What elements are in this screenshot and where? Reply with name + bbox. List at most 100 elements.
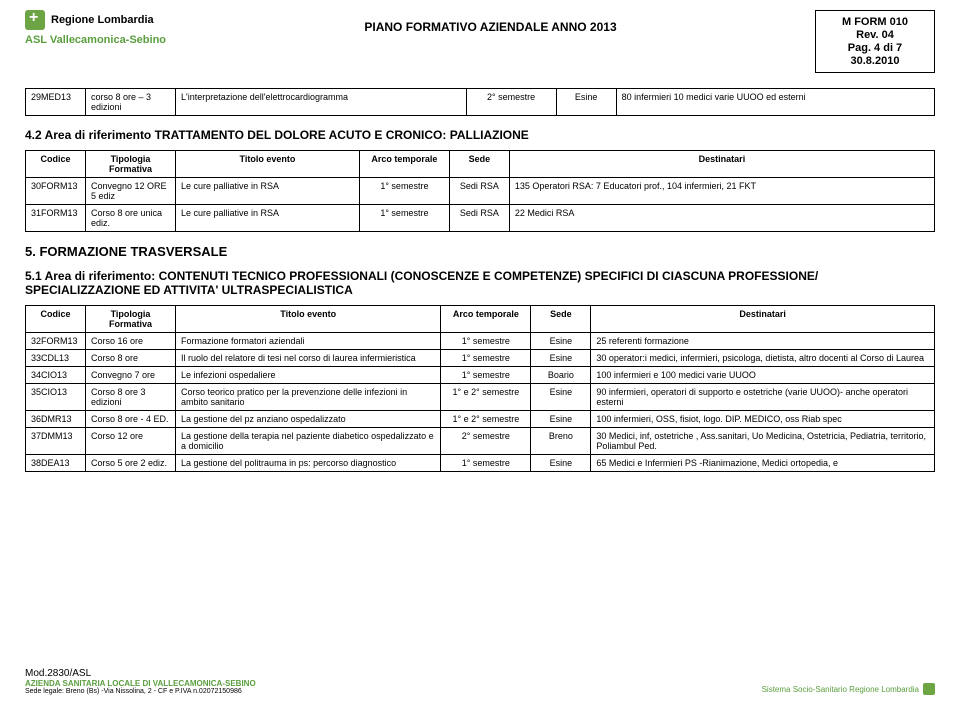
table-5-1: Codice Tipologia Formativa Titolo evento… [25,305,935,472]
th-tip: Tipologia Formativa [86,151,176,178]
cell-tip: Convegno 7 ore [86,367,176,384]
cell-code: 33CDL13 [26,350,86,367]
meta-date: 30.8.2010 [826,55,924,67]
top-table: 29MED13 corso 8 ore – 3 edizioni L'inter… [25,88,935,116]
cell-dest: 90 infermieri, operatori di supporto e o… [591,384,935,411]
cell-title: L'interpretazione dell'elettrocardiogram… [176,89,467,116]
cell-arco: 1° e 2° semestre [441,411,531,428]
table-row: 30FORM13 Convegno 12 ORE 5 ediz Le cure … [26,178,935,205]
cell-code: 38DEA13 [26,455,86,472]
cell-title: Le infezioni ospedaliere [176,367,441,384]
cell-title: La gestione della terapia nel paziente d… [176,428,441,455]
cell-code: 36DMR13 [26,411,86,428]
logo-asl-text: ASL Vallecamonica-Sebino [25,34,166,46]
cell-tip: Corso 8 ore [86,350,176,367]
table-header-row: Codice Tipologia Formativa Titolo evento… [26,151,935,178]
table-row: 34CIO13 Convegno 7 ore Le infezioni ospe… [26,367,935,384]
section-4-2: 4.2 Area di riferimento TRATTAMENTO DEL … [25,128,935,232]
th-tip: Tipologia Formativa [86,306,176,333]
table-row: 32FORM13 Corso 16 ore Formazione formato… [26,333,935,350]
cell-arco: 2° semestre [466,89,556,116]
table-row: 33CDL13 Corso 8 ore Il ruolo del relator… [26,350,935,367]
th-title: Titolo evento [176,306,441,333]
lombardia-icon [25,10,45,30]
cell-title: La gestione del politrauma in ps: percor… [176,455,441,472]
th-title: Titolo evento [176,151,360,178]
cell-code: 29MED13 [26,89,86,116]
cell-dest: 100 infermieri e 100 medici varie UUOO [591,367,935,384]
table-header-row: Codice Tipologia Formativa Titolo evento… [26,306,935,333]
cell-code: 32FORM13 [26,333,86,350]
cell-dest: 22 Medici RSA [509,205,934,232]
table-row: 37DMM13 Corso 12 ore La gestione della t… [26,428,935,455]
cell-tip: Corso 8 ore unica ediz. [86,205,176,232]
th-arco: Arco temporale [359,151,449,178]
page-footer: Mod.2830/ASL AZIENDA SANITARIA LOCALE DI… [25,668,935,695]
meta-pag: Pag. 4 di 7 [826,42,924,54]
meta-rev: Rev. 04 [826,29,924,41]
lombardia-mini-icon [923,683,935,695]
cell-tip: Corso 12 ore [86,428,176,455]
cell-dest: 65 Medici e Infermieri PS -Rianimazione,… [591,455,935,472]
cell-dest: 80 infermieri 10 medici varie UUOO ed es… [616,89,934,116]
cell-sede: Esine [556,89,616,116]
cell-tip: Corso 5 ore 2 ediz. [86,455,176,472]
cell-arco: 1° semestre [441,333,531,350]
th-dest: Destinatari [591,306,935,333]
cell-dest: 25 referenti formazione [591,333,935,350]
cell-title: Le cure palliative in RSA [176,178,360,205]
section-4-2-title: 4.2 Area di riferimento TRATTAMENTO DEL … [25,128,935,142]
cell-sede: Esine [531,455,591,472]
cell-sede: Esine [531,384,591,411]
cell-title: Il ruolo del relatore di tesi nel corso … [176,350,441,367]
page-header: Regione Lombardia ASL Vallecamonica-Sebi… [25,10,935,73]
logo-region-text: Regione Lombardia [51,14,154,26]
cell-code: 37DMM13 [26,428,86,455]
footer-mod: Mod.2830/ASL [25,668,935,679]
meta-form: M FORM 010 [826,16,924,28]
section-5-heading: 5. FORMAZIONE TRASVERSALE [25,244,935,259]
th-arco: Arco temporale [441,306,531,333]
cell-arco: 2° semestre [441,428,531,455]
cell-sede: Breno [531,428,591,455]
th-sede: Sede [531,306,591,333]
cell-arco: 1° semestre [441,367,531,384]
th-code: Codice [26,151,86,178]
cell-tip: Convegno 12 ORE 5 ediz [86,178,176,205]
cell-tip: Corso 8 ore 3 edizioni [86,384,176,411]
cell-title: Corso teorico pratico per la prevenzione… [176,384,441,411]
table-row: 29MED13 corso 8 ore – 3 edizioni L'inter… [26,89,935,116]
cell-title: La gestione del pz anziano ospedalizzato [176,411,441,428]
footer-right-logo: Sistema Socio-Sanitario Regione Lombardi… [762,683,935,695]
cell-code: 34CIO13 [26,367,86,384]
cell-title: Le cure palliative in RSA [176,205,360,232]
table-row: 35CIO13 Corso 8 ore 3 edizioni Corso teo… [26,384,935,411]
logo-regione: Regione Lombardia [25,10,166,30]
cell-dest: 30 operator:i medici, infermieri, psicol… [591,350,935,367]
cell-dest: 100 infermieri, OSS, fisiot, logo. DIP. … [591,411,935,428]
cell-title: Formazione formatori aziendali [176,333,441,350]
table-4-2: Codice Tipologia Formativa Titolo evento… [25,150,935,232]
cell-code: 35CIO13 [26,384,86,411]
table-row: 36DMR13 Corso 8 ore - 4 ED. La gestione … [26,411,935,428]
doc-center-title: PIANO FORMATIVO AZIENDALE ANNO 2013 [364,10,616,34]
cell-tip: corso 8 ore – 3 edizioni [86,89,176,116]
footer-logo-text: Sistema Socio-Sanitario Regione Lombardi… [762,685,919,694]
section-5-1: 5.1 Area di riferimento: CONTENUTI TECNI… [25,269,935,472]
cell-dest: 135 Operatori RSA: 7 Educatori prof., 10… [509,178,934,205]
table-row: 38DEA13 Corso 5 ore 2 ediz. La gestione … [26,455,935,472]
th-dest: Destinatari [509,151,934,178]
cell-sede: Esine [531,333,591,350]
logo-block: Regione Lombardia ASL Vallecamonica-Sebi… [25,10,166,46]
cell-sede: Esine [531,411,591,428]
cell-tip: Corso 16 ore [86,333,176,350]
cell-code: 30FORM13 [26,178,86,205]
cell-arco: 1° semestre [359,178,449,205]
top-table-section: 29MED13 corso 8 ore – 3 edizioni L'inter… [25,88,935,116]
cell-tip: Corso 8 ore - 4 ED. [86,411,176,428]
cell-arco: 1° semestre [441,350,531,367]
cell-sede: Sedi RSA [449,205,509,232]
doc-meta-box: M FORM 010 Rev. 04 Pag. 4 di 7 30.8.2010 [815,10,935,73]
cell-sede: Esine [531,350,591,367]
cell-dest: 30 Medici, inf, ostetriche , Ass.sanitar… [591,428,935,455]
